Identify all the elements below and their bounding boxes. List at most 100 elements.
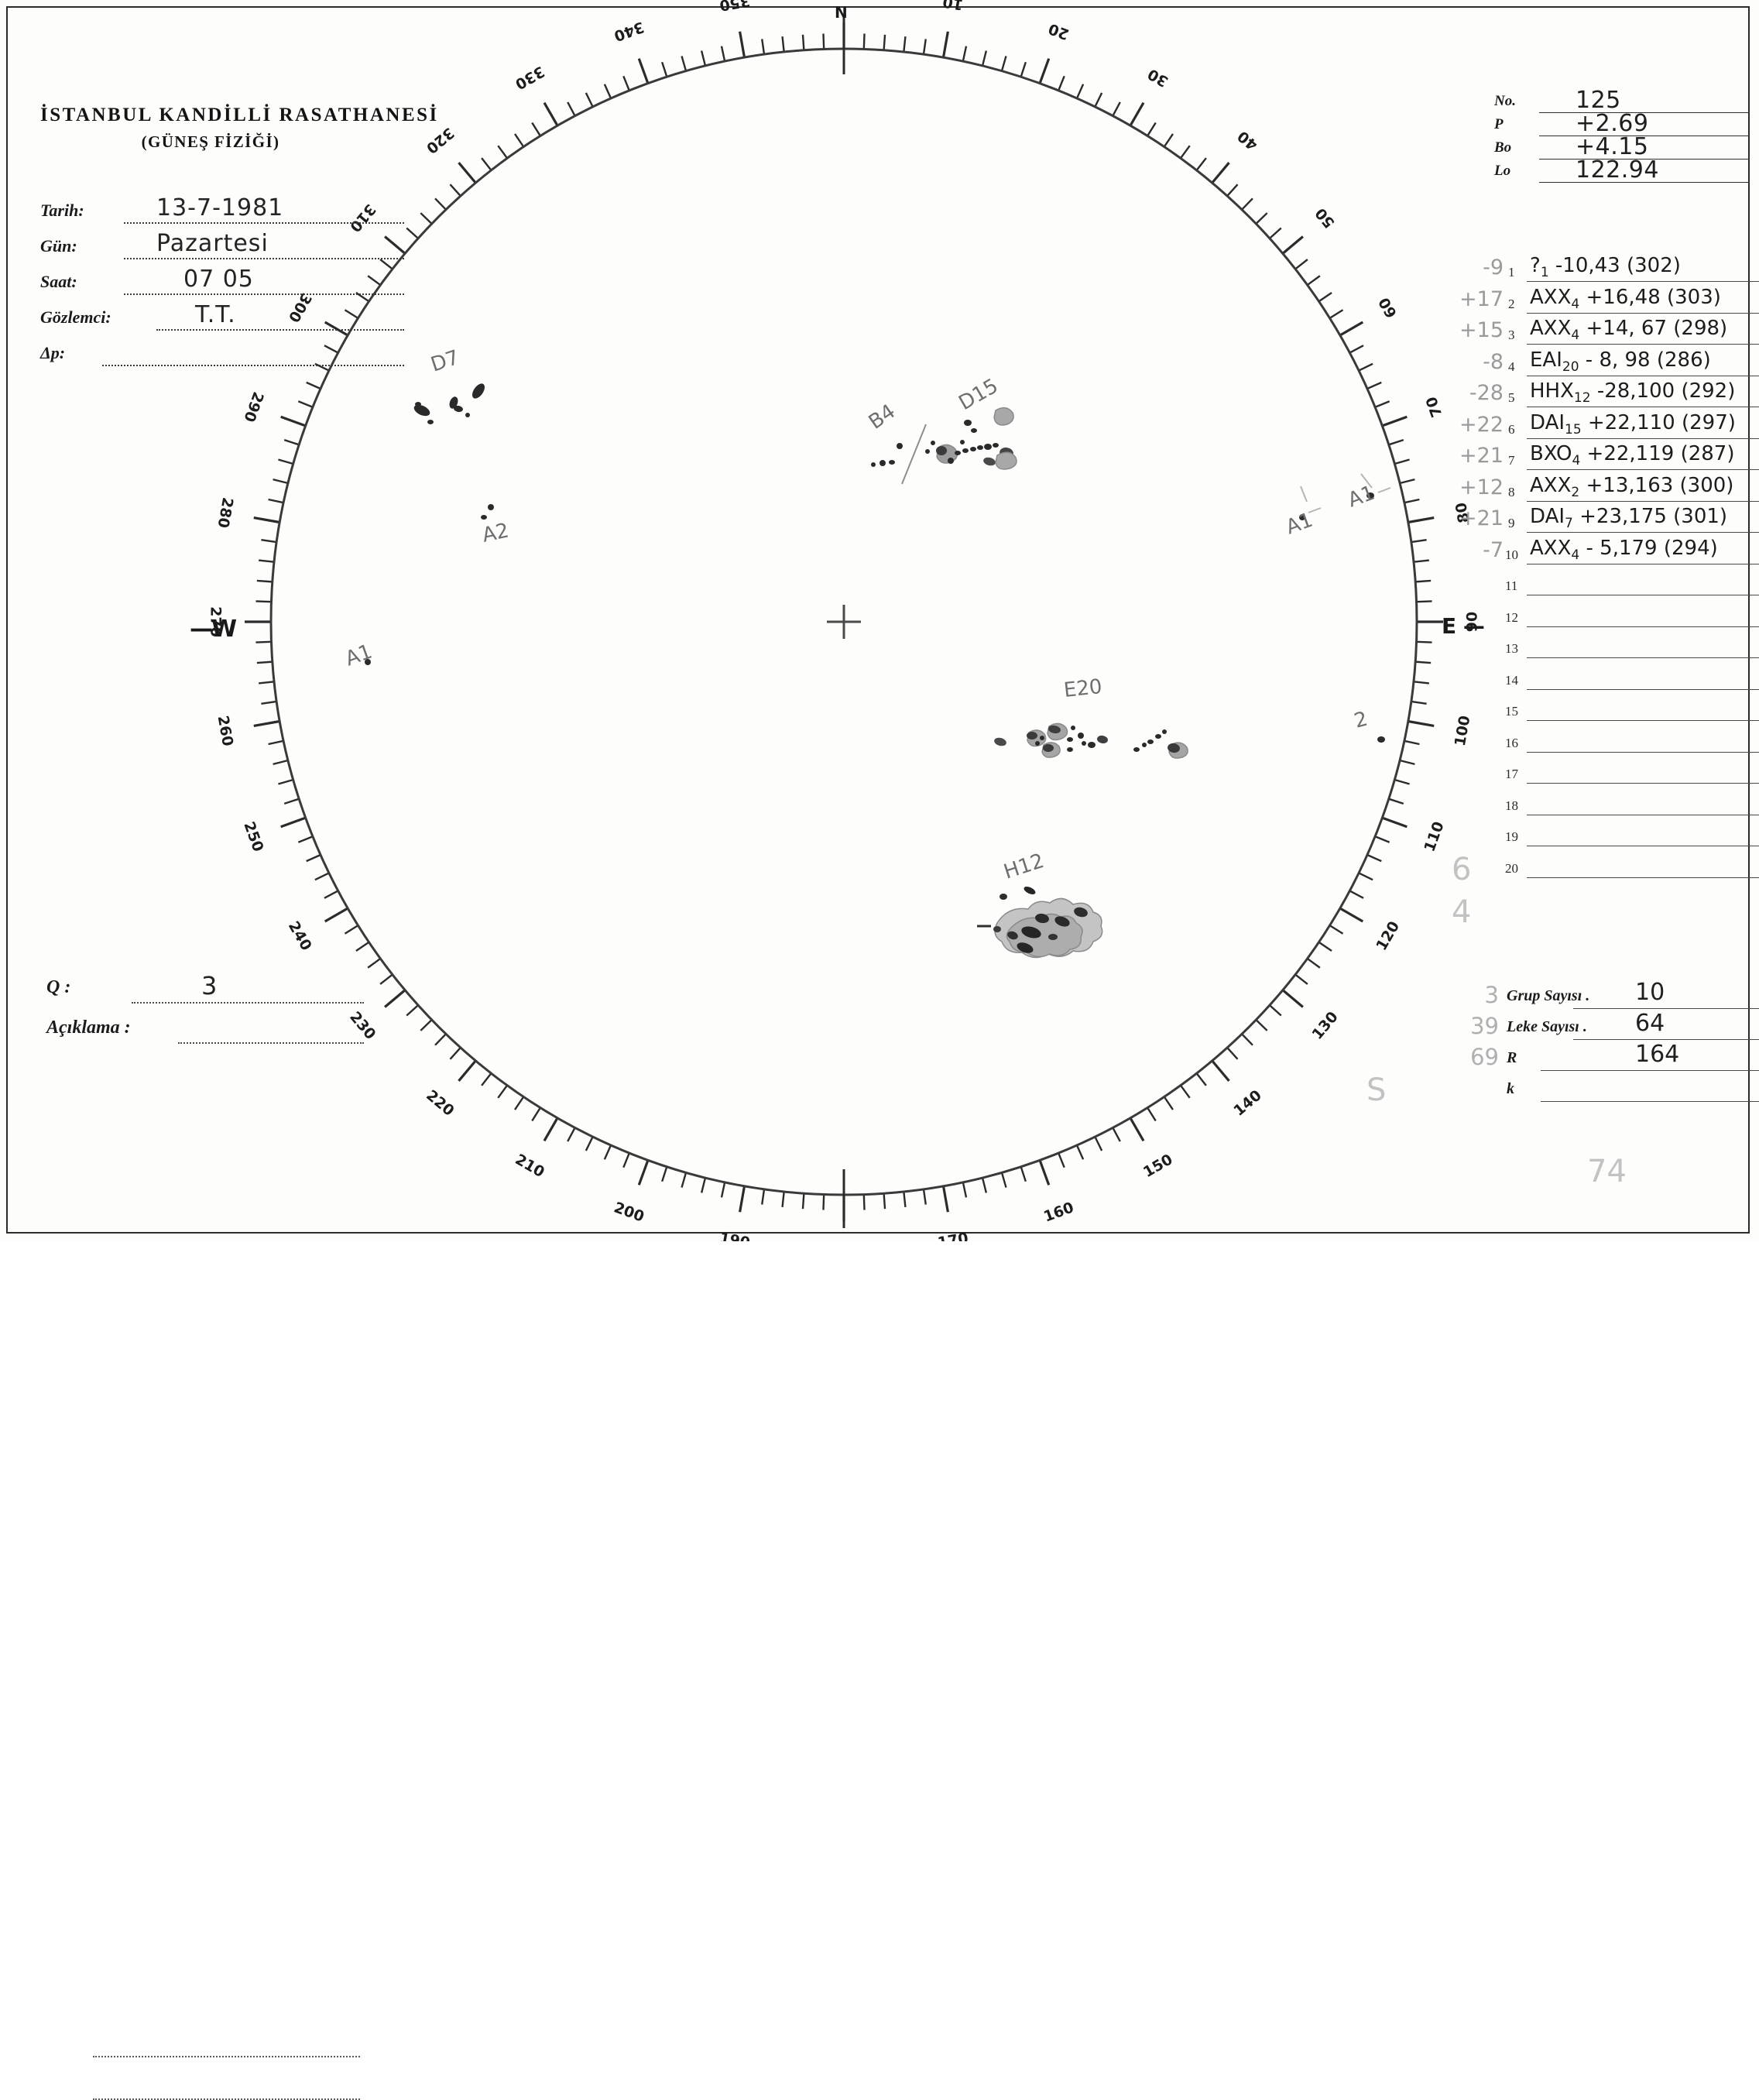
sunspot	[365, 659, 371, 665]
group-rule	[1527, 720, 1759, 721]
group-row-13[interactable]: 13	[1456, 633, 1759, 665]
note-row[interactable]: Açıklama :	[46, 1014, 364, 1055]
limb-tick-minor	[962, 1182, 968, 1198]
group-row-12[interactable]: 12	[1456, 602, 1759, 634]
quality-label: Q :	[46, 977, 71, 997]
limb-tick-minor	[531, 122, 541, 137]
sunspot	[1299, 514, 1305, 520]
sunspot	[1168, 743, 1180, 753]
limb-tick-minor	[1294, 973, 1308, 985]
stat-row-0[interactable]: 3 Grup Sayısı . 10	[1456, 979, 1759, 1016]
stat-row-1[interactable]: 39 Leke Sayısı . 64	[1456, 1010, 1759, 1047]
limb-tick-minor	[297, 836, 314, 843]
group-row-16[interactable]: 16	[1456, 728, 1759, 760]
group-row-11[interactable]: 11	[1456, 571, 1759, 602]
sunspot	[427, 420, 434, 424]
limb-degree-label: 40	[1234, 127, 1260, 153]
group-index: 1	[1508, 265, 1515, 280]
limb-tick-minor	[720, 46, 726, 62]
limb-tick-major	[637, 1159, 650, 1186]
group-row-8[interactable]: +12 8 AXX2 +13,163 (300)	[1456, 474, 1759, 509]
group-row-6[interactable]: +22 6 DAI15 +22,110 (297)	[1456, 411, 1759, 446]
field-value: 13-7-1981	[156, 194, 284, 221]
group-row-2[interactable]: +17 2 AXX4 +16,48 (303)	[1456, 285, 1759, 321]
ephemeris-value: +4.15	[1576, 133, 1649, 160]
ephemeris-value: 122.94	[1576, 156, 1659, 184]
group-rule	[1527, 751, 1759, 753]
group-row-18[interactable]: 18	[1456, 791, 1759, 822]
field-rule	[124, 258, 404, 259]
limb-tick-minor	[1179, 1084, 1191, 1099]
quality-row[interactable]: Q : 3	[46, 971, 364, 1014]
limb-tick-major	[324, 321, 348, 337]
sunspot	[1021, 926, 1041, 938]
limb-tick-minor	[1374, 400, 1390, 408]
group-row-19[interactable]: 19	[1456, 822, 1759, 853]
limb-tick-minor	[344, 925, 359, 935]
stat-row-3[interactable]: k	[1456, 1078, 1759, 1109]
group-text: DAI7 +23,175 (301)	[1530, 505, 1728, 532]
stat-label: R	[1507, 1049, 1517, 1066]
ephemeris-value: 125	[1576, 87, 1621, 114]
limb-tick-minor	[1366, 853, 1382, 863]
group-row-9[interactable]: +21 9 DAI7 +23,175 (301)	[1456, 505, 1759, 540]
limb-tick-minor	[255, 600, 272, 603]
ephemeris-row-p[interactable]: P +2.69	[1494, 110, 1750, 138]
limb-tick-major	[1281, 989, 1304, 1008]
group-label-2: 2	[1352, 708, 1370, 733]
sunspot	[1088, 742, 1096, 748]
limb-tick-minor	[801, 1193, 805, 1210]
stat-row-2[interactable]: 69 R 164	[1456, 1041, 1759, 1078]
limb-tick-minor	[761, 39, 766, 55]
limb-tick-minor	[355, 941, 370, 952]
faint-mark-6: 6	[1452, 852, 1472, 887]
group-row-7[interactable]: +21 7 BXO4 +22,119 (287)	[1456, 442, 1759, 477]
group-row-5[interactable]: -28 5 HHX12 -28,100 (292)	[1456, 379, 1759, 414]
limb-tick-minor	[1269, 1004, 1282, 1017]
field-row-2[interactable]: Saat: 07 05	[40, 266, 404, 303]
field-row-1[interactable]: Gün: Pazartesi	[40, 230, 404, 267]
limb-tick-minor	[1413, 681, 1429, 685]
limb-tick-minor	[306, 381, 321, 390]
limb-tick-major	[253, 516, 280, 524]
sunspot-groups	[365, 383, 1391, 959]
group-row-15[interactable]: 15	[1456, 696, 1759, 728]
field-row-3[interactable]: Gözlemci: T.T.	[40, 301, 404, 338]
limb-degree-label: 10	[941, 0, 965, 13]
sunspot	[1366, 492, 1374, 499]
sunspot-group-list: -9 1 ?1 -10,43 (302) +17 2 AXX4 +16,48 (303) +…	[1456, 254, 1759, 885]
sunspot	[931, 441, 935, 445]
group-label-E20: E20	[1063, 675, 1103, 702]
limb-tick-major	[941, 31, 949, 58]
group-row-20[interactable]: 20	[1456, 853, 1759, 885]
sunspot	[488, 504, 494, 510]
field-row-4[interactable]: Δp:	[40, 338, 404, 374]
limb-degree-label: 140	[1230, 1086, 1265, 1119]
group-rule	[1527, 312, 1759, 314]
limb-degree-label: 50	[1312, 204, 1339, 231]
ephemeris-rule	[1539, 159, 1750, 160]
limb-degree-label: 30	[1145, 65, 1171, 90]
group-row-17[interactable]: 17	[1456, 759, 1759, 791]
group-row-1[interactable]: -9 1 ?1 -10,43 (302)	[1456, 254, 1759, 289]
ephemeris-row-lo[interactable]: Lo 122.94	[1494, 156, 1750, 184]
group-text: AXX4 - 5,179 (294)	[1530, 536, 1718, 563]
limb-tick-minor	[273, 478, 289, 485]
field-value: T.T.	[195, 301, 236, 328]
group-row-14[interactable]: 14	[1456, 665, 1759, 697]
group-row-3[interactable]: +15 3 AXX4 +14, 67 (298)	[1456, 317, 1759, 352]
group-magnetic: +22	[1459, 412, 1504, 437]
limb-tick-major	[324, 907, 348, 923]
field-row-0[interactable]: Tarih: 13-7-1981	[40, 194, 404, 232]
ephemeris-row-bo[interactable]: Bo +4.15	[1494, 133, 1750, 161]
group-index: 17	[1505, 767, 1518, 781]
group-text: AXX4 +16,48 (303)	[1530, 285, 1721, 312]
limb-tick-major	[1129, 101, 1145, 126]
limb-tick-minor	[1195, 1072, 1207, 1086]
group-label-A1: A1	[342, 640, 375, 671]
group-row-10[interactable]: -7 10 AXX4 - 5,179 (294)	[1456, 536, 1759, 571]
group-index: 15	[1505, 704, 1518, 719]
group-row-4[interactable]: -8 4 EAI20 - 8, 98 (286)	[1456, 348, 1759, 383]
limb-tick-minor	[449, 1047, 461, 1060]
ephemeris-row-no[interactable]: No. 125	[1494, 87, 1750, 115]
